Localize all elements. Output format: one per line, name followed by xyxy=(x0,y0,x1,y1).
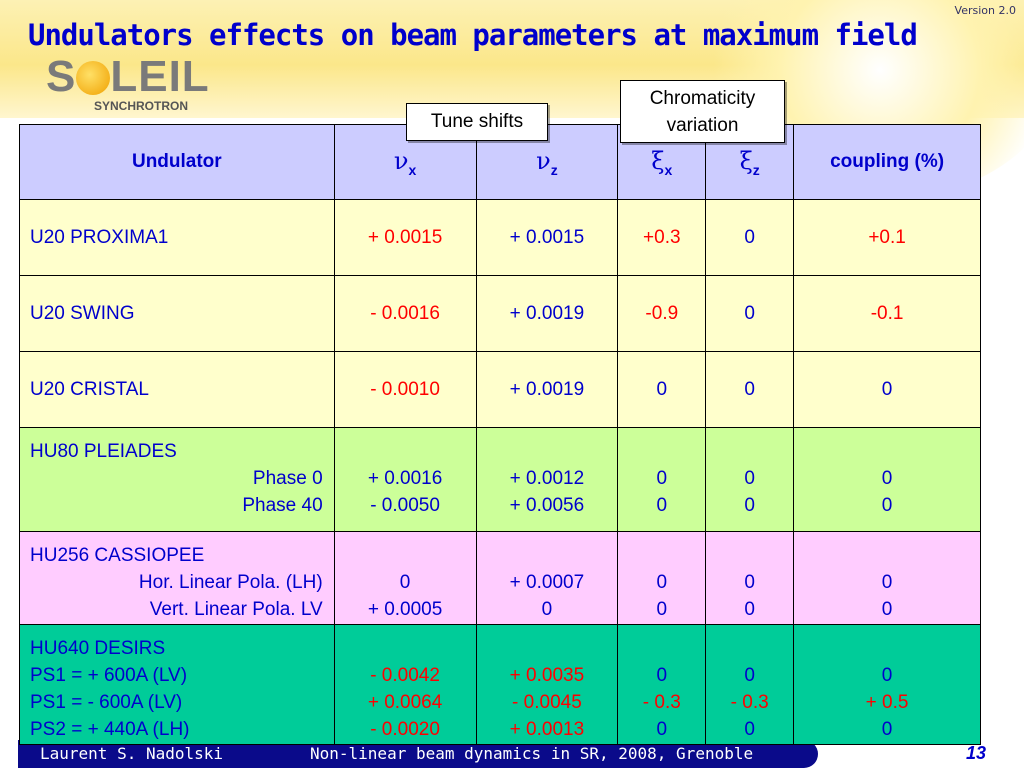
table-row-cassiopee: HU256 CASSIOPEE Hor. Linear Pola. (LH) V… xyxy=(19,531,981,625)
row-name: HU640 DESIRS PS1 = + 600A (LV) PS1 = - 6… xyxy=(19,624,335,745)
row-name: HU256 CASSIOPEE Hor. Linear Pola. (LH) V… xyxy=(19,531,335,625)
cell-xix: +0.3 xyxy=(617,199,707,276)
table-row: U20 SWING - 0.0016 + 0.0019 -0.9 0 -0.1 xyxy=(19,275,981,352)
sub-label: PS1 = + 600A (LV) xyxy=(30,665,188,686)
table-row: U20 PROXIMA1 + 0.0015 + 0.0015 +0.3 0 +0… xyxy=(19,199,981,276)
cell-nuz: + 0.0035- 0.0045 + 0.0013 xyxy=(475,624,619,745)
header-coupling: coupling (%) xyxy=(793,124,981,200)
chromaticity-callout-line1: Chromaticity xyxy=(649,88,756,109)
undulator-effects-table: Undulator νx νz ξx ξz coupling (%) U20 P… xyxy=(19,124,981,745)
row-name: U20 CRISTAL xyxy=(19,351,335,428)
header-undulator: Undulator xyxy=(19,124,335,200)
cell-coupling: 0 xyxy=(793,351,981,428)
sub-label: Phase 0 xyxy=(252,468,323,489)
cell-nux: - 0.0010 xyxy=(333,351,477,428)
cell-nuz: + 0.0019 xyxy=(475,351,619,428)
cell-coupling: -0.1 xyxy=(793,275,981,352)
logo-letters-rest: LEIL xyxy=(110,52,210,101)
chromaticity-callout: Chromaticity variation xyxy=(620,80,785,143)
cell-nux: + 0.0016- 0.0050 xyxy=(333,427,477,532)
page-number: 13 xyxy=(965,743,986,763)
cell-coupling: +0.1 xyxy=(793,199,981,276)
table-row-desirs: HU640 DESIRS PS1 = + 600A (LV) PS1 = - 6… xyxy=(19,624,981,745)
row-title: HU640 DESIRS xyxy=(30,638,166,659)
cell-nuz: + 0.0019 xyxy=(475,275,619,352)
footer-conference: Non-linear beam dynamics in SR, 2008, Gr… xyxy=(310,744,754,763)
slide-title: Undulators effects on beam parameters at… xyxy=(28,18,918,52)
row-name: HU80 PLEIADES Phase 0 Phase 40 xyxy=(19,427,335,532)
cell-xix: 0- 0.3 0 xyxy=(617,624,707,745)
sun-icon xyxy=(76,61,111,95)
xiz-symbol: ξz xyxy=(739,146,760,178)
tune-shifts-callout: Tune shifts xyxy=(406,103,548,141)
cell-nuz: + 0.0012 + 0.0056 xyxy=(475,427,619,532)
footer-bar xyxy=(18,740,818,768)
cell-xiz: 0 xyxy=(705,199,795,276)
sub-label: Hor. Linear Pola. (LH) xyxy=(138,572,323,593)
sub-label: Vert. Linear Pola. LV xyxy=(149,599,323,620)
logo-subtitle: SYNCHROTRON xyxy=(94,99,189,113)
cell-nux: + 0.0015 xyxy=(333,199,477,276)
sub-label: PS2 = + 440A (LH) xyxy=(30,719,190,740)
table-row-pleiades: HU80 PLEIADES Phase 0 Phase 40 + 0.0016-… xyxy=(19,427,981,532)
cell-nux: 0 + 0.0005 xyxy=(333,531,477,625)
cell-xix: 0 xyxy=(617,351,707,428)
nux-symbol: νx xyxy=(393,146,417,178)
version-label: Version 2.0 xyxy=(954,4,1016,17)
cell-nuz: + 0.0007 0 xyxy=(475,531,619,625)
xix-symbol: ξx xyxy=(651,146,673,178)
cell-xiz: 0 xyxy=(705,275,795,352)
sub-label: Phase 40 xyxy=(242,495,323,516)
soleil-logo: S LEIL SYNCHROTRON xyxy=(46,55,210,114)
footer: Laurent S. Nadolski Non-linear beam dyna… xyxy=(0,740,1024,768)
cell-xix: -0.9 xyxy=(617,275,707,352)
row-name: U20 SWING xyxy=(19,275,335,352)
footer-author: Laurent S. Nadolski xyxy=(40,744,224,763)
cell-nux: - 0.0042 + 0.0064- 0.0020 xyxy=(333,624,477,745)
chromaticity-callout-line2: variation xyxy=(666,115,739,136)
cell-nux: - 0.0016 xyxy=(333,275,477,352)
row-name: U20 PROXIMA1 xyxy=(19,199,335,276)
cell-coupling: 0 + 0.5 0 xyxy=(793,624,981,745)
cell-nuz: + 0.0015 xyxy=(475,199,619,276)
logo-letter-s: S xyxy=(46,52,77,101)
row-title: HU256 CASSIOPEE xyxy=(30,545,205,566)
table-row: U20 CRISTAL - 0.0010 + 0.0019 0 0 0 xyxy=(19,351,981,428)
cell-xiz: 0- 0.3 0 xyxy=(705,624,795,745)
sub-label: PS1 = - 600A (LV) xyxy=(30,692,183,713)
cell-xiz: 0 xyxy=(705,351,795,428)
nuz-symbol: νz xyxy=(536,146,558,178)
row-title: HU80 PLEIADES xyxy=(30,441,177,462)
logo-wordmark: S LEIL xyxy=(46,55,210,99)
